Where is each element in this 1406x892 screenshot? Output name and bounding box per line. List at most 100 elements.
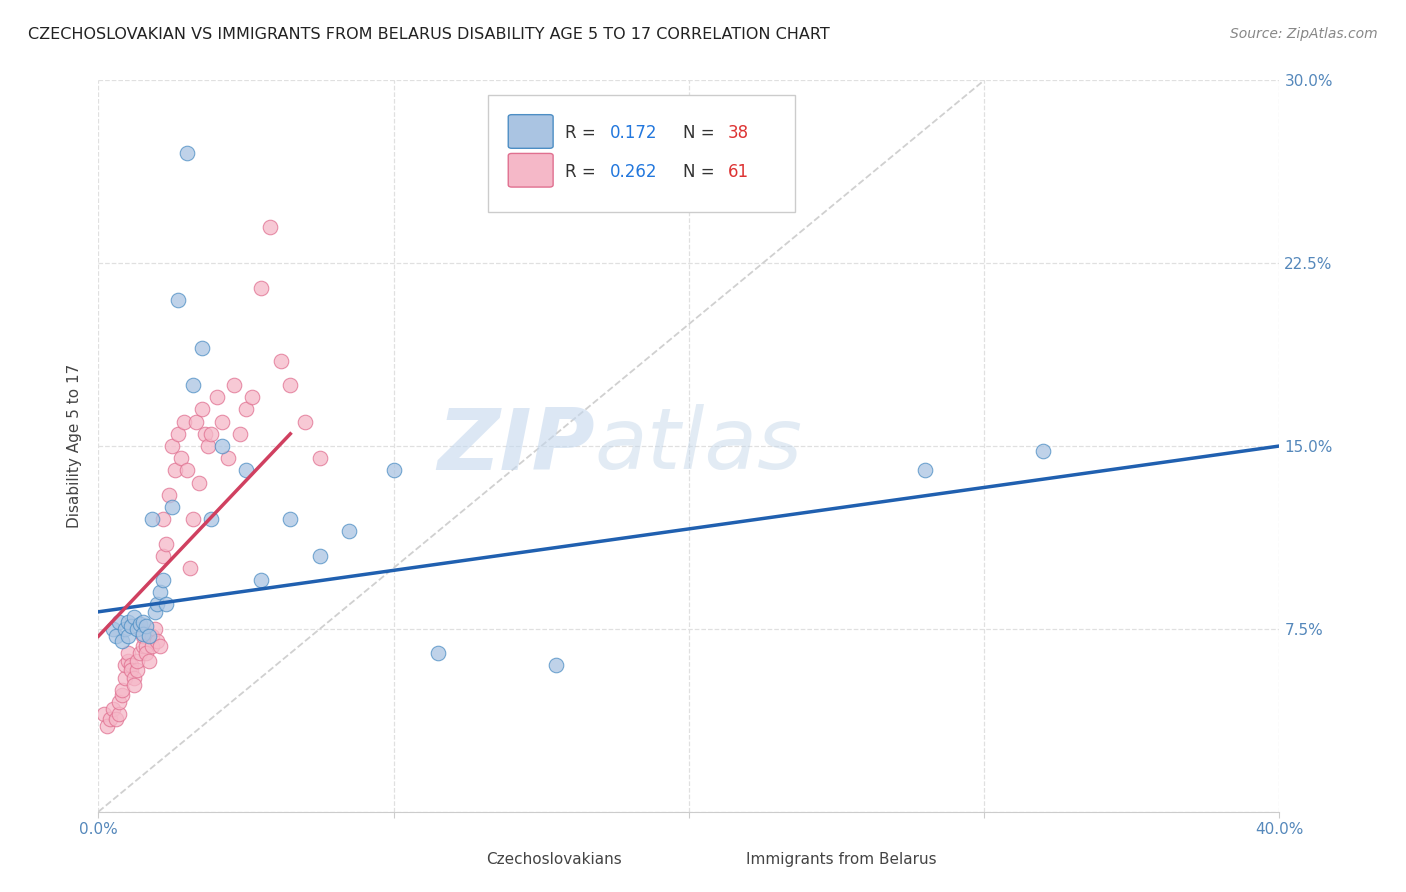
Point bbox=[176, 146, 198, 161]
Point bbox=[122, 671, 145, 685]
Text: Immigrants from Belarus: Immigrants from Belarus bbox=[745, 852, 936, 867]
Point bbox=[138, 629, 160, 643]
Point bbox=[114, 671, 136, 685]
Point bbox=[120, 619, 142, 633]
Point bbox=[1032, 443, 1054, 458]
Point bbox=[146, 598, 169, 612]
Text: CZECHOSLOVAKIAN VS IMMIGRANTS FROM BELARUS DISABILITY AGE 5 TO 17 CORRELATION CH: CZECHOSLOVAKIAN VS IMMIGRANTS FROM BELAR… bbox=[28, 27, 830, 42]
Point bbox=[191, 402, 214, 417]
Text: Source: ZipAtlas.com: Source: ZipAtlas.com bbox=[1230, 27, 1378, 41]
Point bbox=[114, 658, 136, 673]
Point bbox=[914, 463, 936, 477]
Point bbox=[117, 629, 139, 643]
Point bbox=[111, 634, 134, 648]
Point bbox=[103, 622, 125, 636]
Point bbox=[259, 219, 281, 234]
Point bbox=[132, 626, 155, 640]
Point bbox=[278, 378, 302, 392]
Point bbox=[128, 646, 150, 660]
Point bbox=[309, 549, 332, 563]
Point bbox=[181, 378, 204, 392]
Point bbox=[141, 639, 163, 653]
Point bbox=[309, 451, 332, 466]
Point bbox=[108, 615, 131, 629]
Point bbox=[120, 663, 142, 677]
Point bbox=[176, 463, 198, 477]
Point bbox=[546, 658, 568, 673]
Text: R =: R = bbox=[565, 162, 600, 181]
Point bbox=[128, 617, 150, 632]
Point bbox=[194, 426, 217, 441]
Point bbox=[152, 573, 174, 587]
Text: 61: 61 bbox=[728, 162, 749, 181]
Point bbox=[167, 426, 190, 441]
Point bbox=[184, 415, 207, 429]
Point bbox=[382, 463, 405, 477]
FancyBboxPatch shape bbox=[450, 849, 481, 874]
Point bbox=[135, 639, 157, 653]
Point bbox=[278, 512, 302, 526]
Point bbox=[191, 342, 214, 356]
FancyBboxPatch shape bbox=[508, 153, 553, 187]
Point bbox=[135, 646, 157, 660]
Point bbox=[339, 524, 360, 539]
Point bbox=[217, 451, 239, 466]
Point bbox=[162, 439, 183, 453]
Point bbox=[197, 439, 219, 453]
Point bbox=[146, 634, 169, 648]
FancyBboxPatch shape bbox=[488, 95, 796, 212]
Point bbox=[117, 615, 139, 629]
Point bbox=[135, 619, 157, 633]
Text: R =: R = bbox=[565, 124, 600, 142]
Point bbox=[250, 280, 273, 294]
FancyBboxPatch shape bbox=[710, 849, 741, 874]
Point bbox=[132, 639, 155, 653]
Point bbox=[157, 488, 180, 502]
Point bbox=[108, 707, 131, 722]
Text: 0.172: 0.172 bbox=[610, 124, 658, 142]
Point bbox=[122, 609, 145, 624]
FancyBboxPatch shape bbox=[508, 115, 553, 148]
Point bbox=[125, 663, 148, 677]
Point bbox=[114, 622, 136, 636]
Point bbox=[173, 415, 195, 429]
Text: 0.262: 0.262 bbox=[610, 162, 658, 181]
Point bbox=[141, 629, 163, 643]
Point bbox=[132, 615, 155, 629]
Point bbox=[211, 415, 233, 429]
Point bbox=[143, 605, 166, 619]
Y-axis label: Disability Age 5 to 17: Disability Age 5 to 17 bbox=[67, 364, 83, 528]
Point bbox=[155, 536, 177, 550]
Point bbox=[165, 463, 187, 477]
Text: ZIP: ZIP bbox=[437, 404, 595, 488]
Point bbox=[167, 293, 190, 307]
Point bbox=[122, 678, 145, 692]
Point bbox=[152, 512, 174, 526]
Point bbox=[108, 695, 131, 709]
Point bbox=[200, 512, 222, 526]
Point bbox=[224, 378, 246, 392]
Point bbox=[187, 475, 209, 490]
Point bbox=[125, 654, 148, 668]
Point bbox=[170, 451, 193, 466]
Text: N =: N = bbox=[683, 124, 720, 142]
Point bbox=[155, 598, 177, 612]
Point bbox=[105, 712, 128, 726]
Point bbox=[117, 646, 139, 660]
Point bbox=[141, 512, 163, 526]
Point bbox=[98, 712, 121, 726]
Point bbox=[294, 415, 316, 429]
Text: atlas: atlas bbox=[595, 404, 803, 488]
Text: Czechoslovakians: Czechoslovakians bbox=[486, 852, 621, 867]
Point bbox=[162, 500, 183, 514]
Point bbox=[270, 353, 292, 368]
Point bbox=[250, 573, 273, 587]
Point bbox=[132, 629, 155, 643]
Text: 38: 38 bbox=[728, 124, 749, 142]
Point bbox=[427, 646, 450, 660]
Point bbox=[96, 719, 118, 733]
Point bbox=[93, 707, 115, 722]
Point bbox=[200, 426, 222, 441]
Point bbox=[138, 654, 160, 668]
Point bbox=[111, 682, 134, 697]
